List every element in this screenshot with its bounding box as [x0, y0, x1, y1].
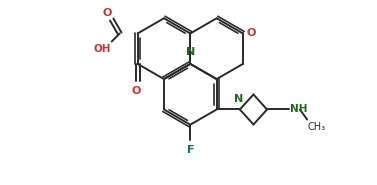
Text: O: O	[247, 28, 256, 38]
Text: O: O	[131, 86, 141, 96]
Text: O: O	[103, 8, 112, 18]
Text: F: F	[187, 145, 194, 155]
Text: N: N	[234, 95, 244, 105]
Text: NH: NH	[290, 104, 308, 114]
Text: OH: OH	[94, 44, 112, 54]
Text: CH₃: CH₃	[308, 122, 326, 132]
Text: N: N	[185, 47, 195, 58]
